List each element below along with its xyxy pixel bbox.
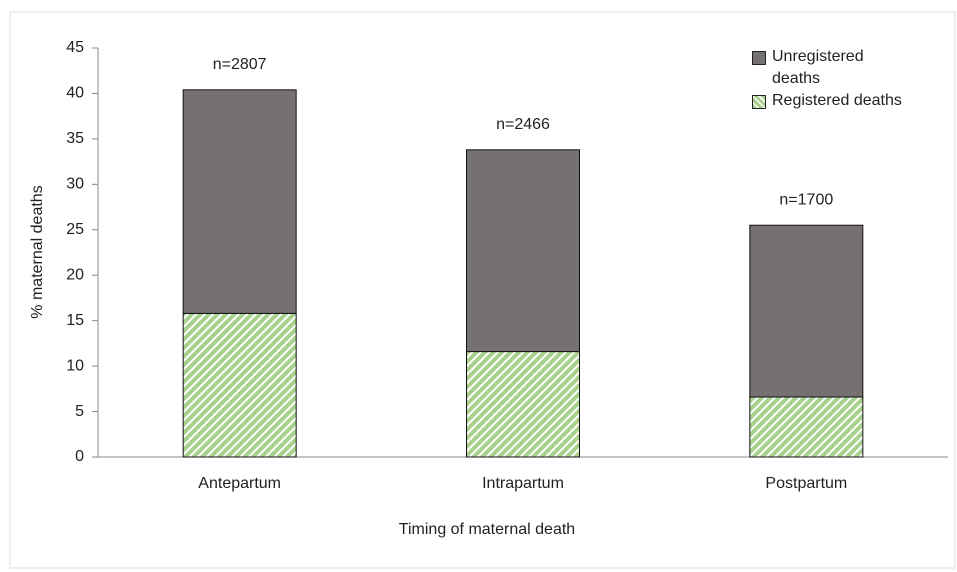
bar-segment	[749, 224, 864, 398]
y-tick-label: 10	[66, 357, 84, 374]
legend-label: Unregistered deaths	[772, 48, 864, 87]
y-tick-label: 5	[75, 403, 84, 420]
x-axis-title: Timing of maternal death	[399, 521, 575, 538]
bar-label: n=2466	[496, 116, 550, 133]
y-tick-label: 15	[66, 312, 84, 329]
x-tick-label: Intrapartum	[482, 475, 564, 492]
legend-swatch	[752, 95, 766, 109]
bar-label: n=1700	[779, 191, 833, 208]
legend: Unregistered deaths Registered deaths	[752, 46, 922, 112]
bar-segment	[182, 89, 297, 314]
y-tick-label: 45	[66, 39, 84, 56]
y-tick-label: 30	[66, 176, 84, 193]
legend-item: Unregistered deaths	[752, 46, 922, 90]
y-tick-label: 25	[66, 221, 84, 238]
y-axis-title: % maternal deaths	[29, 185, 46, 318]
x-tick-label: Antepartum	[198, 475, 281, 492]
legend-label: Registered deaths	[772, 92, 902, 109]
x-tick-label: Postpartum	[765, 475, 847, 492]
bar-segment	[182, 312, 297, 458]
y-tick-label: 40	[66, 85, 84, 102]
legend-item: Registered deaths	[752, 90, 922, 112]
y-tick-label: 20	[66, 266, 84, 283]
bar-segment	[466, 149, 580, 353]
y-tick-label: 0	[75, 448, 84, 465]
bar-label: n=2807	[213, 56, 267, 73]
bar-segment	[749, 396, 864, 458]
frame	[9, 11, 956, 569]
y-tick-label: 35	[66, 130, 84, 147]
legend-swatch	[752, 51, 766, 65]
bar-segment	[466, 351, 580, 458]
